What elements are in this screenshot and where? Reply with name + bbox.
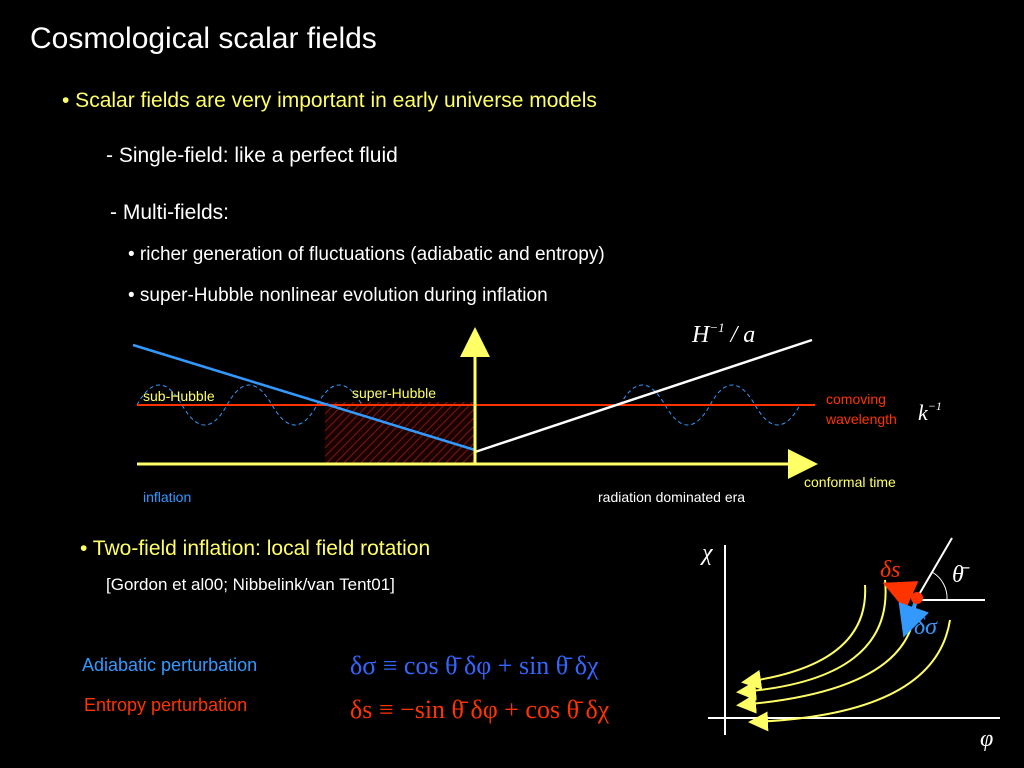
trajectory [748,619,951,732]
label: Entropy perturbation [84,695,247,715]
label-part: −1 [928,399,942,413]
label: super-Hubble [352,385,436,401]
label: sub-Hubble [143,388,215,404]
label: Adiabatic perturbation [82,655,257,675]
bullet: • richer generation of fluctuations (adi… [128,244,605,265]
label: comoving [826,391,886,407]
wave [136,384,363,426]
label-part: k [918,400,929,425]
k-label: k−1 [918,399,942,425]
trajectory [741,584,867,690]
label: inflation [143,489,191,505]
title: Cosmological scalar fields [30,22,377,55]
bullet: • Two-field inflation: local field rotat… [80,537,430,560]
axis-label: φ [980,726,993,752]
bullet: - Single-field: like a perfect fluid [106,144,398,167]
direction-line [916,537,953,599]
bullet: • Scalar fields are very important in ea… [62,89,597,112]
label: radiation dominated era [598,489,745,505]
reference: [Gordon et al00; Nibbelink/van Tent01] [106,575,395,594]
inflation-horizon [132,343,476,452]
bullet: • super-Hubble nonlinear evolution durin… [128,285,548,306]
equation: δs ≡ −sin θ̄ δφ + cos θ̄ δχ [350,695,610,724]
label-part: −1 [709,320,724,335]
horizon-diagram: H−1 / a sub-Hubble super-Hubble comoving… [132,320,942,505]
angle-arc [931,571,948,601]
axis-label: χ [700,540,714,566]
bullet: - Multi-fields: [110,201,229,224]
label-part: H [691,322,711,348]
label: wavelength [825,411,897,427]
label: δs [880,557,901,583]
radiation-horizon [474,338,813,454]
label: conformal time [804,474,896,490]
equation: δσ ≡ cos θ̄ δφ + sin θ̄ δχ [350,651,599,680]
hubble-label: H−1 / a [691,320,755,348]
label: δσ [914,614,938,640]
label-part: / a [725,322,756,348]
point [911,592,923,604]
